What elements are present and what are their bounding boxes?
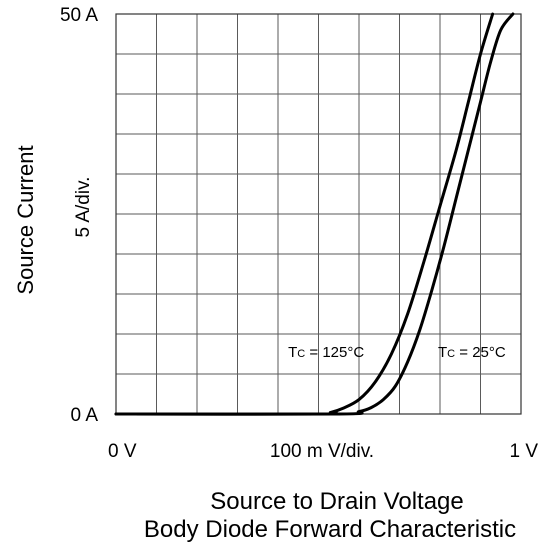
y-axis-title: Source Current	[13, 145, 38, 294]
y-tick-label: 0 A	[71, 405, 99, 426]
x-tick-label: 1 V	[509, 441, 538, 462]
series-label-1: TC = 125°C	[288, 344, 364, 361]
series-label-2: TC = 25°C	[438, 344, 506, 361]
curves	[114, 12, 515, 416]
tick-labels: 0 A 50 A 0 V 1 V	[60, 5, 538, 462]
y-scale-label: 5 A/div.	[73, 177, 94, 238]
y-tick-label: 50 A	[60, 5, 98, 26]
series-line-2	[114, 12, 515, 416]
x-axis-title: Source to Drain Voltage	[210, 488, 464, 515]
x-tick-label: 0 V	[108, 441, 137, 462]
chart-subtitle: Body Diode Forward Characteristic	[144, 516, 516, 543]
x-scale-label: 100 m V/div.	[270, 441, 374, 462]
series-labels: TC = 125°C TC = 25°C	[288, 344, 506, 361]
